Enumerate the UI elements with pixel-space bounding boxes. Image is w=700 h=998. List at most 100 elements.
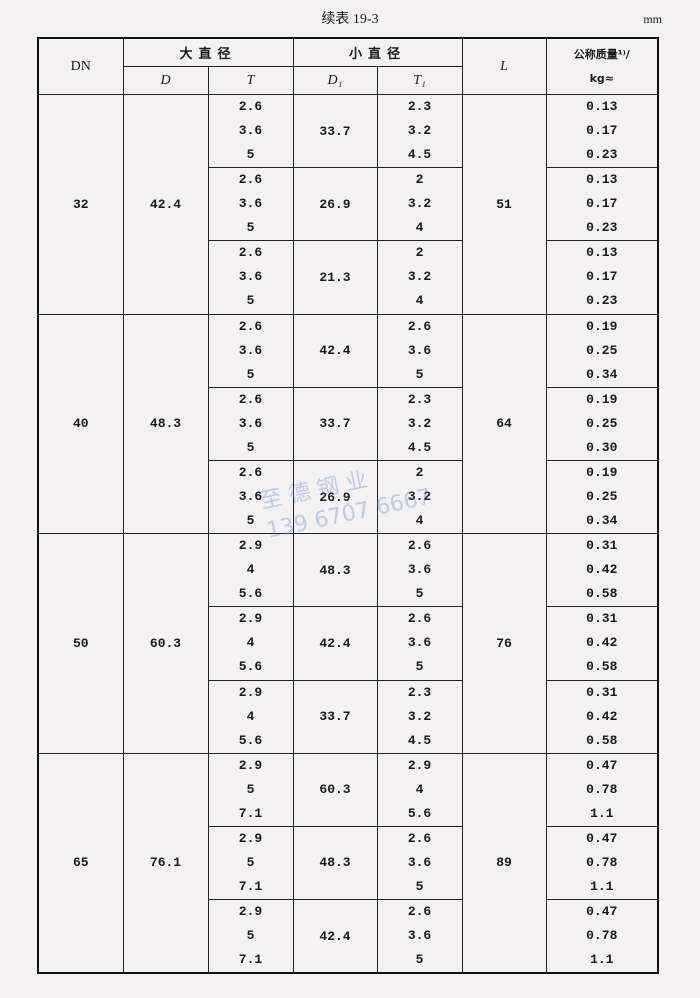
mass-cell-value: 0.47: [586, 757, 618, 773]
t1-cell-value: 2: [415, 465, 424, 481]
mass-cell-value: 0.17: [586, 123, 618, 139]
mass-cell-value: 0.19: [586, 391, 618, 407]
t1-cell-value: 5: [415, 659, 424, 675]
t-cell-value: 5: [246, 439, 255, 455]
t1-cell-value: 5.6: [407, 805, 432, 821]
t-cell-value: 4: [246, 562, 255, 578]
t-cell-value: 5: [246, 366, 255, 382]
mass-cell-value: 0.31: [586, 538, 618, 554]
t1-cell-value: 5: [415, 952, 424, 968]
t1-cell-value: 3.6: [407, 342, 432, 358]
table-row: 65 76.1 2.9 5 7.1 60.3 2.9 4 5.6 89 0.47 0.78 1.1: [37, 752, 659, 974]
mass-cell-value: 0.23: [586, 293, 618, 309]
unit-label: mm: [643, 12, 662, 26]
t1-cell-value: 3.2: [407, 269, 432, 285]
t1-cell-value: 2.6: [407, 538, 432, 554]
dn-cell: 40: [37, 313, 124, 535]
t1-cell-value: 4.5: [407, 147, 432, 163]
t1-cell-value: 2.9: [407, 757, 432, 773]
mass-cell-value: 0.23: [586, 220, 618, 236]
mass-cell-value: 0.42: [586, 635, 618, 651]
t1-cell-value: 2: [415, 245, 424, 261]
t1-cell: 2.6 3.6 5: [376, 825, 463, 901]
t-cell-value: 3.6: [238, 196, 263, 212]
t1-cell-value: 2.3: [407, 684, 432, 700]
d-cell: 76.1: [122, 752, 209, 974]
t1-cell-value: 4: [415, 781, 424, 797]
t-cell-value: 3.6: [238, 342, 263, 358]
header-large-diameter: 大直径: [122, 37, 294, 67]
mass-cell-value: 0.47: [586, 830, 618, 846]
t1-cell-value: 4.5: [407, 732, 432, 748]
t1-cell-value: 2.6: [407, 830, 432, 846]
d1-cell: 21.3: [292, 240, 378, 315]
header-d1: D₁: [292, 66, 378, 95]
table-row: 2.6 3.6 5 26.9 2 3.2 4 0.13 0.17 0.23: [38, 167, 659, 242]
t-cell: 2.9 5 7.1: [207, 825, 294, 901]
t1-cell-value: 3.6: [407, 562, 432, 578]
l-cell: 76: [461, 533, 547, 754]
header-l: L: [461, 37, 547, 95]
t1-cell: 2.6 3.6 5: [376, 533, 463, 608]
t1-cell-value: 4: [415, 513, 424, 529]
table-body: 32 42.4 2.6 3.6 5 33.7 2.3 3.2 4.5 51 0.13 0.17 0.23…: [37, 93, 659, 974]
mass-cell-value: 0.25: [586, 415, 618, 431]
mass-cell-value: 0.78: [586, 928, 618, 944]
dimension-table: DN 大直径 小直径 L 公称质量¹⁾/kg≈ D T D₁ T₁ 32 42.4…: [37, 37, 660, 975]
mass-cell-value: 0.34: [586, 513, 618, 529]
t1-cell-value: 2.3: [407, 391, 432, 407]
t-cell-value: 2.6: [238, 245, 263, 261]
t1-cell: 2 3.2 4: [376, 167, 463, 242]
header-mass: 公称质量¹⁾/kg≈: [545, 37, 659, 95]
t1-cell-value: 3.6: [407, 928, 432, 944]
mass-cell-value: 0.31: [586, 684, 618, 700]
t-cell-value: 2.9: [238, 757, 263, 773]
t-cell: 2.6 3.6 5: [207, 313, 294, 388]
t-cell-value: 2.9: [238, 684, 263, 700]
table-row: 50 60.3 2.9 4 5.6 48.3 2.6 3.6 5 76 0.31 0.42 0.58: [37, 533, 659, 754]
t1-cell: 2 3.2 4: [376, 459, 463, 535]
t-cell: 2.9 5 7.1: [207, 752, 294, 827]
mass-cell: 0.19 0.25 0.30: [545, 386, 659, 461]
t-cell-value: 2.6: [238, 465, 263, 481]
t1-cell-value: 4.5: [407, 439, 432, 455]
d1-cell: 26.9: [292, 459, 378, 535]
t-cell: 2.6 3.6 5: [207, 459, 294, 535]
mass-cell-value: 0.25: [586, 342, 618, 358]
table-row: 2.9 5 7.1 48.3 2.6 3.6 5 0.47 0.78 1.1: [38, 825, 659, 901]
mass-cell-value: 0.13: [586, 245, 618, 261]
t-cell-value: 5: [246, 293, 255, 309]
mass-cell: 0.47 0.78 1.1: [545, 825, 659, 901]
t-cell-value: 4: [246, 635, 255, 651]
d-cell: 60.3: [122, 533, 209, 754]
t-cell-value: 2.6: [238, 318, 263, 334]
mass-cell-value: 0.30: [586, 439, 618, 455]
mass-cell-value: 0.58: [586, 659, 618, 675]
t-cell-value: 3.6: [238, 415, 263, 431]
mass-cell-value: 1.1: [590, 952, 614, 968]
table-row: 2.9 4 5.6 33.7 2.3 3.2 4.5 0.31 0.42 0.58: [38, 679, 659, 754]
mass-cell-value: 0.78: [586, 781, 618, 797]
l-cell: 64: [461, 313, 547, 535]
mass-cell-value: 0.23: [586, 147, 618, 163]
d1-cell: 33.7: [292, 93, 378, 169]
t-cell-value: 2.9: [238, 611, 263, 627]
l-cell: 51: [461, 94, 547, 315]
t1-cell: 2.9 4 5.6: [376, 752, 463, 827]
t1-cell-value: 3.6: [407, 635, 432, 651]
header-dn: DN: [37, 37, 124, 95]
mass-cell-value: 1.1: [590, 805, 614, 821]
t-cell-value: 5.6: [238, 659, 263, 675]
mass-cell-value: 0.17: [586, 269, 618, 285]
l-cell: 89: [461, 752, 547, 974]
t-cell: 2.9 4 5.6: [207, 533, 294, 608]
t-cell: 2.9 4 5.6: [207, 606, 294, 681]
mass-cell-value: 0.13: [586, 172, 618, 188]
mass-cell-value: 1.1: [590, 878, 614, 894]
t1-cell-value: 2.6: [407, 611, 432, 627]
mass-cell-value: 0.58: [586, 586, 618, 602]
t-cell-value: 2.6: [238, 391, 263, 407]
d1-cell: 33.7: [292, 386, 378, 461]
t1-cell: 2.3 3.2 4.5: [376, 679, 463, 754]
t-cell-value: 5: [246, 781, 255, 797]
